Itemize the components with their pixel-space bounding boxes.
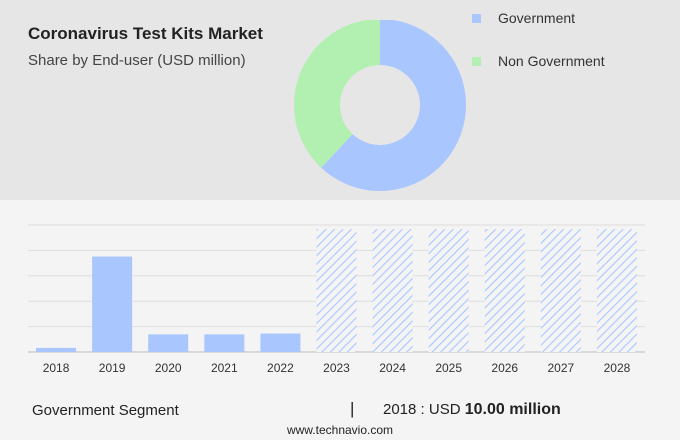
x-tick-label: 2026 bbox=[491, 361, 518, 375]
x-tick-label: 2022 bbox=[267, 361, 294, 375]
x-tick-label: 2028 bbox=[604, 361, 631, 375]
segment-year: 2018 : USD bbox=[383, 401, 465, 418]
donut-slice-government bbox=[321, 20, 466, 191]
x-tick-label: 2021 bbox=[211, 361, 238, 375]
divider: | bbox=[350, 399, 355, 418]
legend-label-government: Government bbox=[498, 10, 576, 26]
x-tick-label: 2018 bbox=[43, 361, 70, 375]
legend-label-non-government: Non Government bbox=[498, 53, 605, 69]
bar-2026 bbox=[484, 229, 525, 352]
bar-2027 bbox=[540, 229, 581, 352]
bar-2028 bbox=[596, 229, 637, 352]
bar-2025 bbox=[428, 229, 469, 352]
segment-value: 2018 : USD 10.00 million bbox=[383, 401, 561, 419]
footer-url: www.technavio.com bbox=[286, 423, 394, 437]
legend-item-non-government: Non Government bbox=[472, 53, 605, 69]
donut-chart bbox=[294, 20, 466, 191]
legend-item-government: Government bbox=[472, 10, 575, 26]
bar-2020 bbox=[148, 334, 189, 352]
x-tick-label: 2024 bbox=[379, 361, 406, 375]
chart-subtitle: Share by End-user (USD million) bbox=[28, 52, 246, 69]
segment-label: Government Segment bbox=[32, 402, 179, 419]
x-tick-label: 2019 bbox=[99, 361, 126, 375]
x-tick-label: 2020 bbox=[155, 361, 182, 375]
x-tick-label: 2025 bbox=[435, 361, 462, 375]
x-tick-label: 2023 bbox=[323, 361, 350, 375]
bar-chart: 2018 2019 2020 2021 2022 2023 2024 2025 2026 2027… bbox=[28, 224, 645, 375]
bar-2023 bbox=[316, 229, 357, 352]
bar-2024 bbox=[372, 229, 413, 352]
donut-slice-non-government bbox=[294, 20, 380, 168]
bar-2021 bbox=[204, 334, 245, 352]
bar-2019 bbox=[92, 256, 133, 352]
legend-swatch-government bbox=[472, 13, 481, 23]
bar-2022 bbox=[260, 333, 301, 352]
legend-swatch-non-government bbox=[472, 56, 481, 66]
segment-amount: 10.00 million bbox=[464, 401, 561, 418]
chart-title: Coronavirus Test Kits Market bbox=[28, 24, 263, 43]
bar-2018 bbox=[36, 347, 77, 352]
x-tick-label: 2027 bbox=[548, 361, 575, 375]
